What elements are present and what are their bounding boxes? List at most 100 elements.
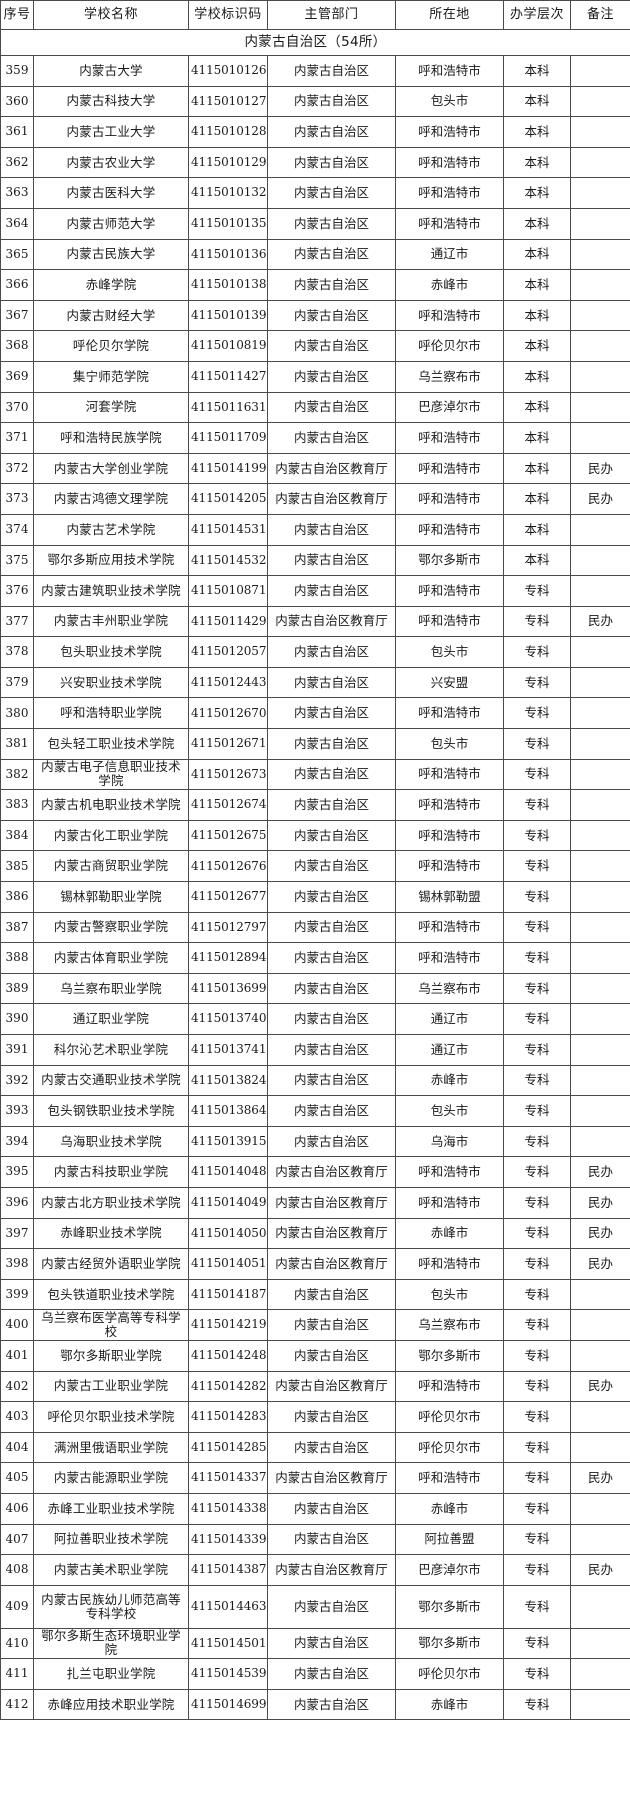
cell-school-code: 4115010138 — [188, 269, 268, 301]
cell-school-name: 内蒙古丰州职业学院 — [33, 605, 189, 638]
cell-school-name: 内蒙古民族大学 — [33, 238, 189, 271]
cell-school-code: 4115010871 — [188, 575, 268, 607]
cell-school-code: 4115012673 — [188, 758, 268, 791]
cell-school-code: 4115014387 — [188, 1554, 268, 1586]
cell-school-name: 内蒙古电子信息职业技术学院 — [33, 758, 189, 791]
cell-location: 包头市 — [395, 85, 504, 118]
cell-school-name: 呼伦贝尔学院 — [33, 330, 189, 362]
cell-department: 内蒙古自治区 — [267, 575, 396, 607]
cell-location: 包头市 — [395, 728, 504, 760]
cell-department: 内蒙古自治区 — [267, 1125, 396, 1158]
table-row: 371 呼和浩特民族学院 4115011709 内蒙古自治区 呼和浩特市 本科 — [0, 422, 630, 454]
cell-school-name: 包头钢铁职业技术学院 — [33, 1095, 189, 1127]
cell-remark — [570, 330, 630, 362]
cell-level: 本科 — [503, 483, 571, 515]
cell-location: 鄂尔多斯市 — [395, 1627, 504, 1660]
cell-location: 巴彦淖尔市 — [395, 1554, 504, 1586]
cell-seq: 410 — [0, 1627, 34, 1660]
table-row: 368 呼伦贝尔学院 4115010819 内蒙古自治区 呼伦贝尔市 本科 — [0, 330, 630, 362]
cell-seq: 409 — [0, 1584, 34, 1629]
cell-department: 内蒙古自治区 — [267, 269, 396, 301]
cell-school-name: 内蒙古交通职业技术学院 — [33, 1064, 189, 1097]
cell-department: 内蒙古自治区 — [267, 819, 396, 852]
cell-location: 兴安盟 — [395, 666, 504, 699]
column-header-location: 所在地 — [395, 0, 504, 30]
cell-school-name: 内蒙古建筑职业技术学院 — [33, 575, 189, 607]
cell-department: 内蒙古自治区 — [267, 911, 396, 944]
cell-department: 内蒙古自治区教育厅 — [267, 1370, 396, 1403]
cell-school-code: 4115014050 — [188, 1217, 268, 1250]
cell-seq: 368 — [0, 330, 34, 362]
cell-school-name: 河套学院 — [33, 391, 189, 424]
cell-level: 本科 — [503, 330, 571, 362]
table-row: 398 内蒙古经贸外语职业学院 4115014051 内蒙古自治区教育厅 呼和浩特市 专科… — [0, 1248, 630, 1280]
cell-remark — [570, 1492, 630, 1525]
cell-remark — [570, 55, 630, 87]
cell-location: 赤峰市 — [395, 269, 504, 301]
cell-location: 呼和浩特市 — [395, 605, 504, 638]
cell-remark — [570, 513, 630, 546]
table-header: 序号 学校名称 学校标识码 主管部门 所在地 办学层次 备注 — [0, 0, 630, 30]
table-row: 374 内蒙古艺术学院 4115014531 内蒙古自治区 呼和浩特市 本科 — [0, 513, 630, 546]
cell-remark — [570, 1064, 630, 1097]
cell-school-code: 4115012671 — [188, 728, 268, 760]
cell-seq: 376 — [0, 575, 34, 607]
table-row: 360 内蒙古科技大学 4115010127 内蒙古自治区 包头市 本科 — [0, 85, 630, 118]
cell-level: 本科 — [503, 146, 571, 179]
cell-level: 专科 — [503, 1462, 571, 1494]
cell-seq: 407 — [0, 1523, 34, 1556]
cell-level: 专科 — [503, 1248, 571, 1280]
cell-remark — [570, 544, 630, 577]
table-row: 361 内蒙古工业大学 4115010128 内蒙古自治区 呼和浩特市 本科 — [0, 116, 630, 148]
cell-level: 专科 — [503, 1125, 571, 1158]
cell-remark — [570, 1309, 630, 1341]
cell-school-name: 鄂尔多斯职业学院 — [33, 1339, 189, 1372]
cell-school-name: 内蒙古能源职业学院 — [33, 1462, 189, 1494]
table-row: 405 内蒙古能源职业学院 4115014337 内蒙古自治区教育厅 呼和浩特市 专科 民办 — [0, 1462, 630, 1494]
cell-level: 本科 — [503, 238, 571, 271]
cell-seq: 363 — [0, 177, 34, 209]
column-header-remark: 备注 — [570, 0, 630, 30]
cell-school-name: 集宁师范学院 — [33, 360, 189, 393]
table-row: 362 内蒙古农业大学 4115010129 内蒙古自治区 呼和浩特市 本科 — [0, 146, 630, 179]
cell-department: 内蒙古自治区教育厅 — [267, 483, 396, 515]
cell-school-name: 内蒙古工业职业学院 — [33, 1370, 189, 1403]
column-header-department: 主管部门 — [267, 0, 396, 30]
cell-seq: 373 — [0, 483, 34, 515]
cell-department: 内蒙古自治区 — [267, 513, 396, 546]
cell-level: 本科 — [503, 207, 571, 240]
table-row: 391 科尔沁艺术职业学院 4115013741 内蒙古自治区 通辽市 专科 — [0, 1034, 630, 1066]
cell-department: 内蒙古自治区 — [267, 55, 396, 87]
cell-school-name: 内蒙古北方职业技术学院 — [33, 1186, 189, 1219]
cell-level: 专科 — [503, 1339, 571, 1372]
cell-level: 专科 — [503, 1095, 571, 1127]
cell-remark — [570, 1688, 630, 1721]
cell-level: 专科 — [503, 1554, 571, 1586]
cell-remark — [570, 972, 630, 1005]
cell-seq: 369 — [0, 360, 34, 393]
cell-school-name: 包头轻工职业技术学院 — [33, 728, 189, 760]
cell-school-name: 内蒙古师范大学 — [33, 207, 189, 240]
cell-department: 内蒙古自治区 — [267, 422, 396, 454]
cell-school-code: 4115010128 — [188, 116, 268, 148]
cell-department: 内蒙古自治区教育厅 — [267, 605, 396, 638]
cell-school-code: 4115014199 — [188, 452, 268, 485]
cell-location: 呼和浩特市 — [395, 422, 504, 454]
cell-school-name: 赤峰应用技术职业学院 — [33, 1688, 189, 1721]
cell-seq: 361 — [0, 116, 34, 148]
cell-school-code: 4115013741 — [188, 1034, 268, 1066]
table-row: 378 包头职业技术学院 4115012057 内蒙古自治区 包头市 专科 — [0, 636, 630, 668]
cell-level: 专科 — [503, 1156, 571, 1188]
column-header-school-code: 学校标识码 — [188, 0, 268, 30]
cell-location: 包头市 — [395, 1095, 504, 1127]
cell-location: 乌兰察布市 — [395, 360, 504, 393]
cell-school-code: 4115012675 — [188, 819, 268, 852]
cell-department: 内蒙古自治区 — [267, 850, 396, 883]
cell-level: 专科 — [503, 728, 571, 760]
cell-location: 赤峰市 — [395, 1064, 504, 1097]
cell-remark — [570, 1278, 630, 1311]
cell-location: 呼和浩特市 — [395, 116, 504, 148]
cell-school-code: 4115014539 — [188, 1658, 268, 1690]
cell-remark — [570, 207, 630, 240]
cell-remark — [570, 422, 630, 454]
